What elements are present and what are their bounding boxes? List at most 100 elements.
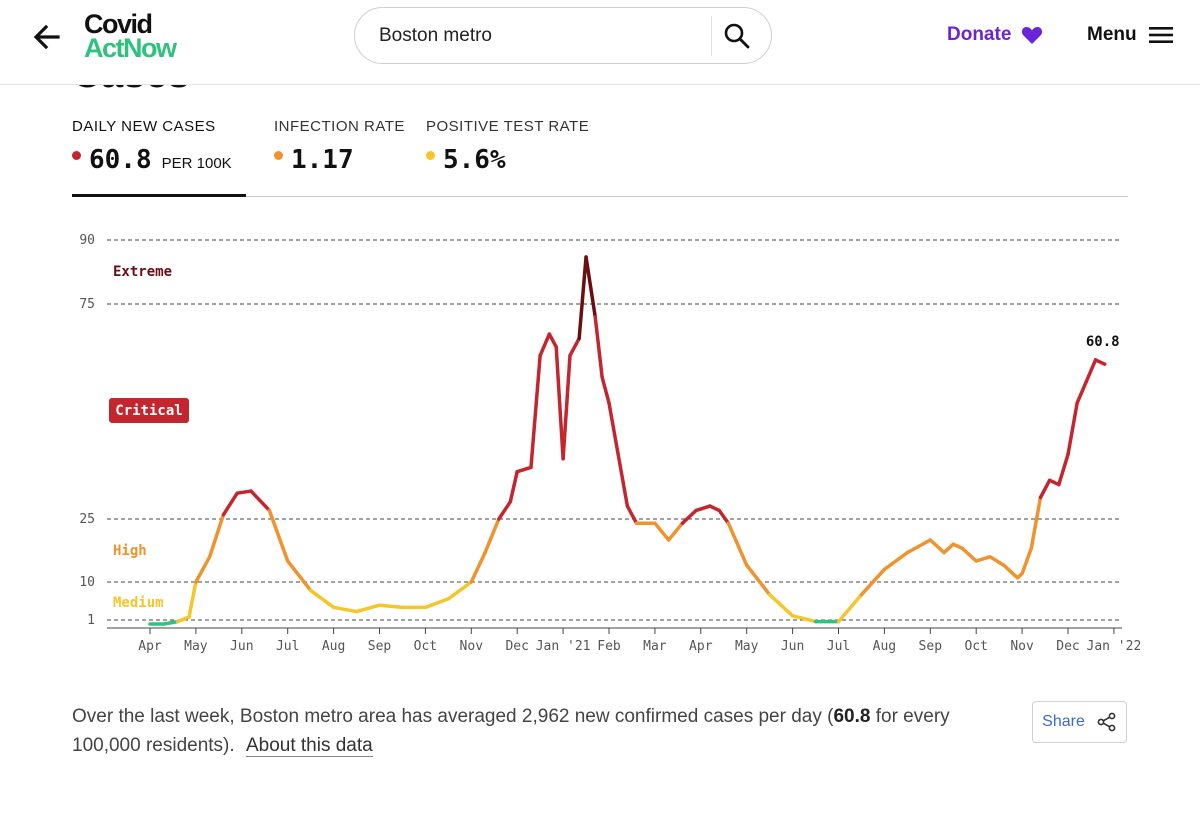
back-arrow-icon[interactable]: [30, 20, 64, 54]
tab-unit: PER 100K: [161, 155, 232, 172]
series-segment: [584, 255, 597, 319]
series-segment: [1075, 379, 1089, 405]
logo-line-1: Covid: [84, 9, 153, 39]
status-dot: [72, 151, 81, 160]
x-tick-label: Nov: [1010, 639, 1034, 654]
series-segment: [767, 592, 795, 618]
tab-value: 1.17: [291, 145, 354, 175]
series-segment: [960, 546, 978, 563]
level-label-medium: Medium: [113, 595, 164, 611]
x-tick-label: Jul: [276, 639, 299, 654]
donate-label: Donate: [947, 24, 1012, 45]
series-segment: [1084, 358, 1098, 384]
search-divider: [711, 16, 712, 56]
search-input[interactable]: [377, 18, 701, 54]
x-tick-label: Apr: [689, 639, 713, 654]
series-segment: [162, 619, 180, 626]
x-tick-label: Feb: [597, 639, 621, 654]
series-segment: [267, 508, 290, 563]
series-segment: [859, 567, 887, 597]
series-segment: [1057, 452, 1070, 487]
series-segment: [285, 559, 313, 593]
y-tick-label: 10: [79, 575, 95, 590]
series-segment: [694, 504, 712, 513]
x-tick-label: Apr: [138, 639, 162, 654]
series-segment: [1029, 495, 1043, 551]
active-tab-indicator: [72, 194, 246, 197]
series-segment: [790, 614, 818, 624]
series-segment: [1093, 358, 1107, 366]
tab-value: 60.8: [89, 145, 152, 175]
x-tick-label: Mar: [643, 639, 667, 654]
level-label-critical: Critical: [115, 403, 182, 419]
series-segment: [377, 603, 405, 610]
series-segment: [221, 491, 239, 517]
series-segment: [988, 555, 1006, 567]
series-segment: [175, 615, 191, 624]
x-tick-label: Sep: [919, 639, 943, 654]
series-segment: [974, 555, 992, 563]
series-segment: [1001, 563, 1020, 580]
series-segment: [1066, 401, 1079, 457]
series-segment: [666, 521, 685, 542]
tab-infection-rate[interactable]: INFECTION RATE 1.17: [274, 118, 405, 196]
series-segment: [207, 512, 226, 559]
series-segment: [529, 353, 542, 470]
x-tick-label: Nov: [460, 639, 484, 654]
logo[interactable]: Covid ActNow: [84, 9, 177, 62]
series-segment: [194, 555, 212, 584]
heart-icon: [1022, 27, 1043, 44]
series-segment: [561, 353, 572, 461]
metric-tabs: DAILY NEW CASES 60.8 PER 100K INFECTION …: [72, 118, 1128, 197]
x-tick-label: Jun: [230, 639, 253, 654]
series-segment: [1038, 478, 1052, 500]
tab-label: INFECTION RATE: [274, 118, 405, 135]
y-tick-label: 1: [87, 613, 95, 628]
x-tick-label: Aug: [873, 639, 896, 654]
series-segment: [680, 508, 698, 525]
level-label-high: High: [113, 543, 147, 559]
series-segment: [331, 605, 359, 614]
about-data-link[interactable]: About this data: [245, 735, 373, 757]
tab-value: 5.6%: [443, 145, 506, 175]
series-segment: [446, 580, 474, 601]
x-tick-label: Oct: [964, 639, 987, 654]
series-segment: [469, 550, 487, 584]
series-segment: [308, 588, 336, 610]
x-tick-label: May: [184, 639, 208, 654]
tab-daily-new-cases[interactable]: DAILY NEW CASES 60.8 PER 100K: [72, 118, 246, 197]
x-tick-label: Jan '21: [536, 639, 591, 654]
series-segment: [593, 315, 604, 379]
series-segment: [508, 469, 519, 504]
level-badge-critical: [109, 398, 189, 423]
search-icon[interactable]: [721, 20, 753, 52]
series-segment: [625, 504, 639, 525]
search-bar: [354, 7, 772, 64]
series-segment: [568, 336, 581, 358]
description-text: Over the last week, Boston metro area ha…: [72, 706, 834, 727]
x-tick-label: May: [735, 639, 759, 654]
x-tick-label: Dec: [1056, 639, 1079, 654]
donate-button[interactable]: Donate: [947, 24, 1043, 46]
series-segment: [497, 500, 513, 521]
share-button[interactable]: Share: [1032, 701, 1127, 743]
status-dot: [274, 151, 283, 160]
tab-positive-test-rate[interactable]: POSITIVE TEST RATE 5.6%: [426, 118, 589, 196]
hamburger-icon: [1148, 27, 1173, 43]
y-tick-label: 75: [79, 297, 95, 312]
cases-chart: 1 10 25 75 90 Apr May Jun Jul Aug Sep Oct Nov Dec Jan …: [79, 233, 1140, 654]
series-segment: [836, 592, 864, 624]
description-highlight: 60.8: [833, 706, 871, 727]
series-segment: [928, 538, 946, 555]
chart-description: Over the last week, Boston metro area ha…: [72, 702, 952, 760]
series-segment: [744, 563, 772, 597]
x-tick-label: Jul: [827, 639, 850, 654]
description-text-end: for every 100,000 residents).: [72, 706, 950, 756]
y-tick-label: 90: [79, 233, 95, 248]
series-segment: [483, 517, 501, 555]
series-segment: [538, 332, 552, 358]
menu-button[interactable]: Menu: [1087, 24, 1173, 46]
series-segment: [717, 508, 731, 525]
series-segment: [882, 550, 910, 572]
series-segment: [249, 489, 272, 513]
